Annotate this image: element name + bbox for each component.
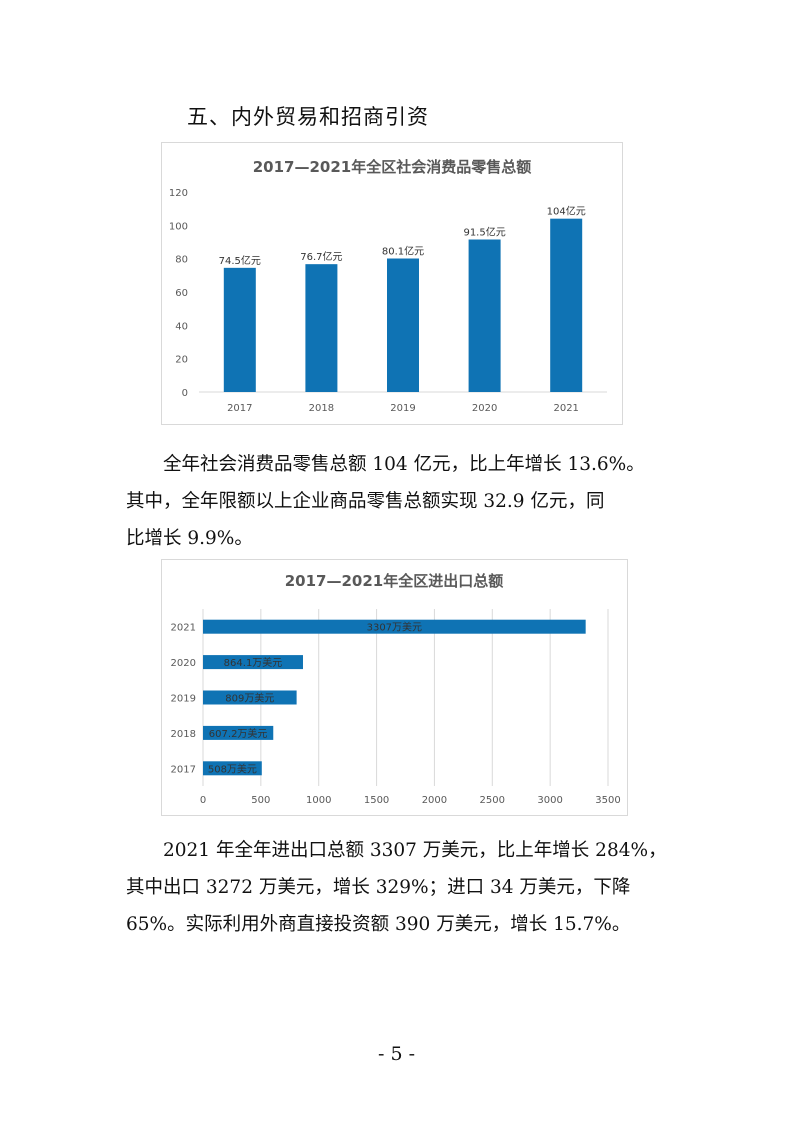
- y-tick-label: 20: [175, 355, 188, 366]
- chart-title: 2017—2021年全区社会消费品零售总额: [253, 158, 532, 176]
- trade-total-chart-svg: 2017—2021年全区进出口总额 0 500 1000 1500 2000 2500 300…: [171, 572, 621, 806]
- y-tick-label: 2019: [171, 694, 196, 705]
- bar: [203, 725, 274, 740]
- bar: [468, 239, 501, 392]
- data-label: 3307万美元: [367, 621, 422, 634]
- y-tick-label: 2017: [171, 764, 196, 775]
- trade-paragraph-line-2: 其中出口 3272 万美元，增长 329%；进口 34 万美元，下降: [126, 877, 631, 898]
- y-tick-label: 0: [182, 388, 188, 399]
- trade-paragraph: 2021 年全年进出口总额 3307 万美元，比上年增长 284%， 其中出口 …: [126, 832, 703, 943]
- data-label: 104亿元: [547, 205, 586, 218]
- bar: [203, 761, 262, 776]
- y-tick-label: 120: [169, 188, 188, 199]
- y-tick-label: 100: [169, 221, 188, 232]
- x-tick-label: 2500: [480, 795, 505, 806]
- trade-total-chart: 2017—2021年全区进出口总额 0 500 1000 1500 2000 2500 300…: [161, 559, 628, 816]
- x-tick-label: 3500: [595, 795, 620, 806]
- bar: [203, 690, 297, 705]
- x-tick-label: 2020: [472, 403, 497, 414]
- bar: [203, 619, 586, 634]
- retail-paragraph: 全年社会消费品零售总额 104 亿元，比上年增长 13.6%。 其中，全年限额以…: [126, 446, 703, 557]
- section-title: 五、内外贸易和招商引资: [187, 105, 429, 129]
- y-tick-label: 2021: [171, 623, 196, 634]
- y-tick-label: 2020: [171, 658, 196, 669]
- retail-paragraph-line-2: 其中，全年限额以上企业商品零售总额实现 32.9 亿元，同: [126, 491, 605, 512]
- retail-paragraph-line-3: 比增长 9.9%。: [126, 528, 253, 549]
- bar: [203, 655, 303, 670]
- data-label: 809万美元: [225, 692, 274, 705]
- retail-sales-chart: 2017—2021年全区社会消费品零售总额 0 20 40 60 80 100 120 74.5…: [161, 142, 623, 425]
- x-tick-label: 2000: [422, 795, 447, 806]
- x-tick-label: 500: [251, 795, 270, 806]
- trade-paragraph-line-3: 65%。实际利用外商直接投资额 390 万美元，增长 15.7%。: [126, 914, 631, 935]
- y-tick-label: 80: [175, 255, 188, 266]
- data-label: 76.7亿元: [300, 250, 342, 263]
- bar: [223, 267, 256, 392]
- chart-title: 2017—2021年全区进出口总额: [285, 572, 504, 590]
- bar: [387, 258, 419, 392]
- x-tick-label: 2018: [309, 403, 334, 414]
- data-label: 91.5亿元: [463, 226, 505, 239]
- x-tick-label: 2017: [227, 403, 252, 414]
- bar: [550, 218, 583, 392]
- x-tick-label: 1500: [364, 795, 389, 806]
- y-tick-label: 2018: [171, 729, 196, 740]
- data-label: 508万美元: [208, 762, 257, 775]
- trade-paragraph-line-1: 2021 年全年进出口总额 3307 万美元，比上年增长 284%，: [163, 840, 667, 861]
- y-tick-label: 40: [175, 321, 188, 332]
- bar: [305, 264, 338, 392]
- data-label: 607.2万美元: [209, 727, 268, 740]
- x-tick-label: 3000: [537, 795, 562, 806]
- y-tick-label: 60: [175, 288, 188, 299]
- x-tick-label: 2019: [390, 403, 415, 414]
- x-tick-label: 1000: [306, 795, 331, 806]
- data-label: 864.1万美元: [224, 656, 283, 669]
- x-tick-label: 2021: [553, 403, 578, 414]
- data-label: 74.5亿元: [219, 254, 261, 267]
- data-label: 80.1亿元: [382, 245, 424, 258]
- retail-paragraph-line-1: 全年社会消费品零售总额 104 亿元，比上年增长 13.6%。: [163, 454, 645, 475]
- retail-sales-chart-svg: 2017—2021年全区社会消费品零售总额 0 20 40 60 80 100 120 74.5…: [169, 158, 607, 414]
- page-number: - 5 -: [377, 1043, 415, 1065]
- x-tick-label: 0: [200, 795, 206, 806]
